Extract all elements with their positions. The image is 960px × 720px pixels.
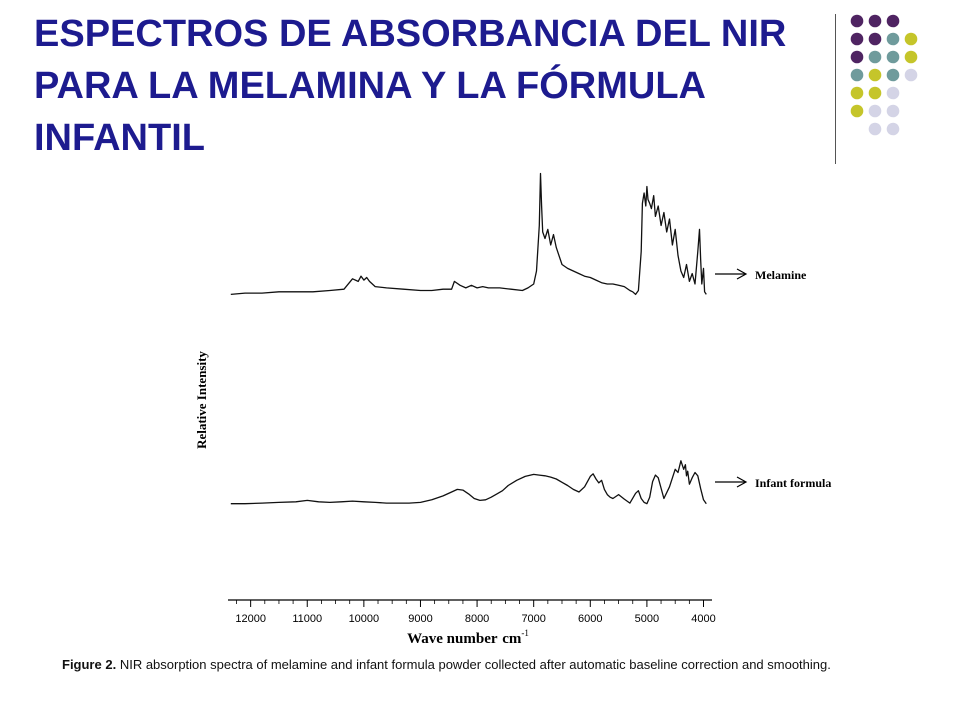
- x-axis: 12000 11000 10000 9000 8000 7000 6000 5000 4000: [228, 599, 716, 625]
- melamine-label-arrowhead: [736, 268, 748, 280]
- melamine-spectrum-panel: Melamine: [230, 172, 807, 296]
- melamine-series-label: Melamine: [755, 268, 807, 282]
- x-tick-label: 9000: [408, 613, 432, 625]
- x-axis-label: Wave number cm-1: [407, 628, 529, 647]
- x-tick-label: 5000: [635, 613, 659, 625]
- infant-formula-spectrum-panel: Infant formula: [230, 460, 831, 505]
- figure-caption: Figure 2. NIR absorption spectra of mela…: [62, 657, 831, 672]
- x-axis-ticks: 12000 11000 10000 9000 8000 7000 6000 5000 4000: [235, 600, 716, 625]
- x-tick-label: 12000: [235, 613, 266, 625]
- melamine-series-line: [230, 172, 707, 296]
- infant-formula-label-arrowhead: [736, 476, 748, 488]
- title-divider: [835, 14, 836, 164]
- x-axis-label-exponent: -1: [521, 628, 529, 638]
- x-tick-label: 11000: [292, 613, 322, 625]
- x-tick-label: 8000: [465, 613, 489, 625]
- y-axis-label: Relative Intensity: [194, 351, 209, 449]
- x-tick-label: 6000: [578, 613, 602, 625]
- infant-formula-series-line: [230, 460, 707, 505]
- x-tick-label: 4000: [691, 613, 715, 625]
- x-tick-label: 10000: [349, 613, 380, 625]
- figure-caption-label: Figure 2.: [62, 657, 117, 672]
- x-axis-label-unit: cm: [502, 631, 522, 647]
- x-axis-label-text: Wave number: [407, 631, 498, 647]
- x-tick-label: 7000: [521, 613, 545, 625]
- slide-title: ESPECTROS DE ABSORBANCIA DEL NIR PARA LA…: [34, 13, 787, 159]
- figure-caption-text: NIR absorption spectra of melamine and i…: [119, 657, 831, 672]
- infant-formula-series-label: Infant formula: [755, 476, 831, 490]
